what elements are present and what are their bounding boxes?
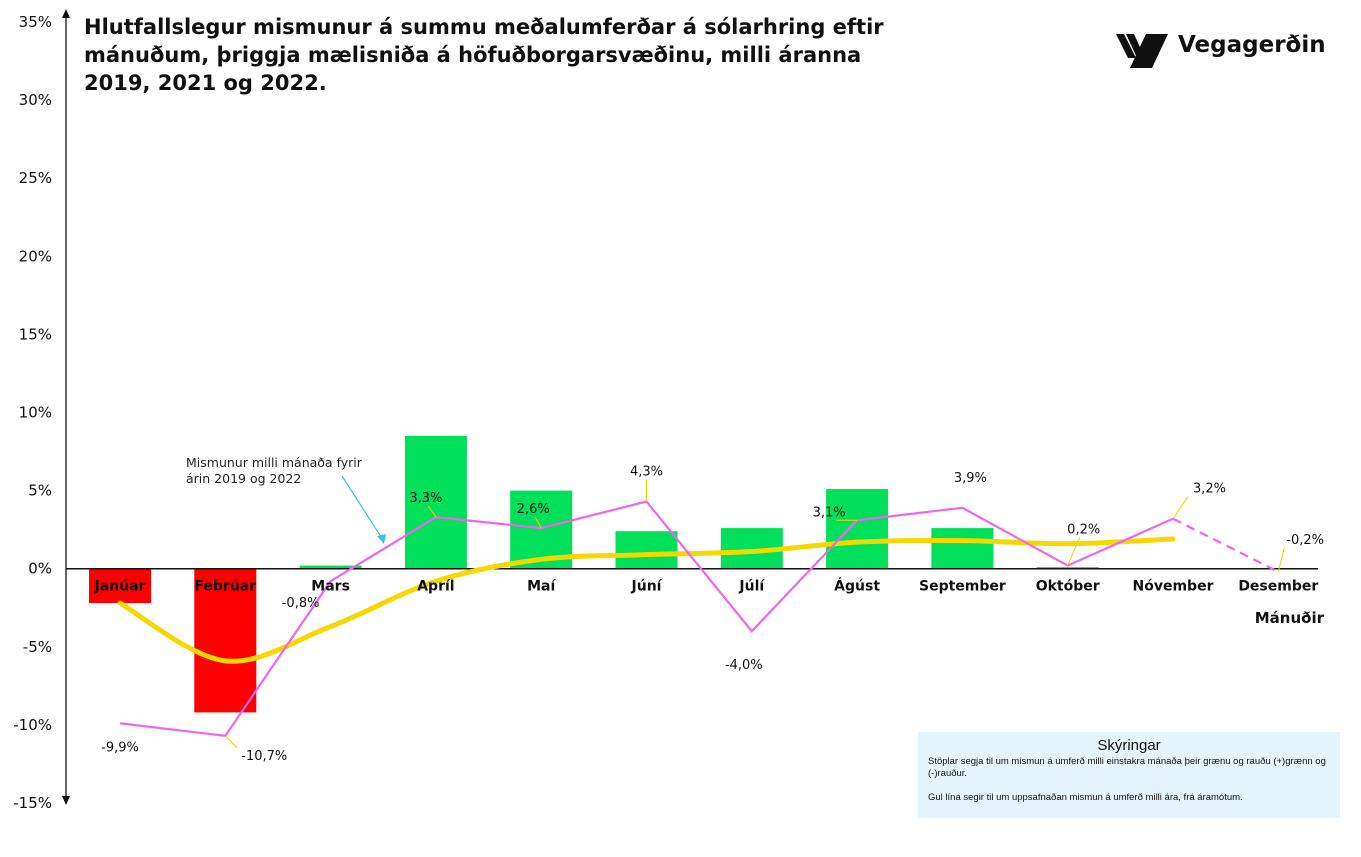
legend-title: Skýringar [1097,737,1161,754]
title-line-2: mánuðum, þriggja mælisniða á höfuðborgar… [84,43,861,67]
monthly-data-label: -0,8% [282,596,320,611]
month-labels: Janúar Febrúar Mars Apríl Maí Júní Júlí Ágúst Se… [94,578,1319,595]
y-axis: 35% 30% 25% 20% 15% 10% 5% 0% -5% -10% -15% [13,9,70,812]
label-leaders [224,479,1285,749]
month-label: Mars [311,579,350,595]
monthly-data-label: -9,9% [101,740,139,755]
bar [299,565,362,569]
cumulative-line-path [117,536,1176,664]
monthly-data-label: 2,6% [517,502,550,517]
bar [194,568,257,713]
monthly-data-label: -4,0% [725,658,763,673]
monthly-line-dashed [1172,517,1279,573]
label-leader-line [1067,537,1081,566]
month-label: Desember [1238,579,1318,595]
bar [404,435,467,569]
cumulative-line [117,536,1176,664]
month-label: Nóvember [1133,579,1214,595]
series-annotation: Mismunur milli mánaða fyrir árin 2019 og… [186,455,386,544]
monthly-data-label: 4,3% [630,465,663,480]
legend-box: Skýringar Stöplar segja til um mismun á … [918,732,1340,818]
y-tick-label: 15% [19,325,52,343]
legend-bars-text: Stöplar segja til um mismun á umferð mil… [928,756,1326,779]
annotation-arrowhead-icon [377,534,386,544]
month-label: Júlí [738,579,765,595]
month-label: Janúar [94,579,146,595]
bar [826,489,889,569]
y-axis-arrow-down-icon [62,796,70,805]
y-tick-label: 20% [19,247,52,265]
y-axis-arrow-up-icon [62,9,70,18]
y-tick-label: 30% [19,91,52,109]
y-tick-label: -10% [13,716,52,734]
legend-line-text: Gul lína segir til um uppsafnaðan mismun… [928,792,1243,803]
monthly-data-label: -0,2% [1286,533,1324,548]
label-leader-line [224,735,238,749]
monthly-data-label: 3,9% [954,471,987,486]
title-line-3: 2019, 2021 og 2022. [84,71,327,95]
y-tick-label: 5% [28,482,52,500]
monthly-line [119,500,1279,738]
vegagerdin-logo: Vegagerðin [1116,32,1326,68]
data-labels: -9,9% -10,7% -0,8% 3,3% 2,6% 4,3% -4,0% 3,1% 3,9… [101,465,1324,764]
y-tick-label: -15% [13,794,52,812]
logo-mark-icon [1116,34,1168,68]
month-label: Apríl [417,579,454,595]
monthly-data-label: 3,2% [1193,482,1226,497]
y-tick-label: 35% [19,13,52,31]
x-axis-label: Mánuðir [1255,609,1325,627]
title-line-1: Hlutfallslegur mismunur á summu meðalumf… [84,15,884,39]
monthly-data-label: -10,7% [241,749,287,764]
bar [615,531,678,569]
bar [1036,567,1099,569]
bars [89,435,1099,713]
annotation-line-1: Mismunur milli mánaða fyrir [186,455,363,470]
y-tick-label: 25% [19,169,52,187]
month-label: Ágúst [834,578,880,595]
month-label: September [919,579,1006,595]
y-tick-label: -5% [23,638,52,656]
bar [89,568,151,604]
annotation-line-2: árin 2019 og 2022 [186,471,301,486]
y-tick-label: 10% [19,404,52,422]
annotation-arrow [341,475,384,541]
label-leader-line [1277,547,1285,572]
monthly-data-label: 0,2% [1067,523,1100,538]
month-label: Maí [527,579,556,595]
logo-text: Vegagerðin [1178,32,1326,58]
month-label: Október [1036,579,1100,595]
monthly-data-label: 3,1% [813,505,846,520]
monthly-data-label: 3,3% [409,491,442,506]
month-label: Febrúar [194,579,256,595]
label-leader-line [427,505,437,518]
label-leader-line [534,516,542,529]
label-leader-line [1172,496,1189,519]
y-tick-label: 0% [28,560,52,578]
month-label: Júní [631,579,663,595]
bar [931,528,994,569]
chart-title: Hlutfallslegur mismunur á summu meðalumf… [84,15,884,95]
